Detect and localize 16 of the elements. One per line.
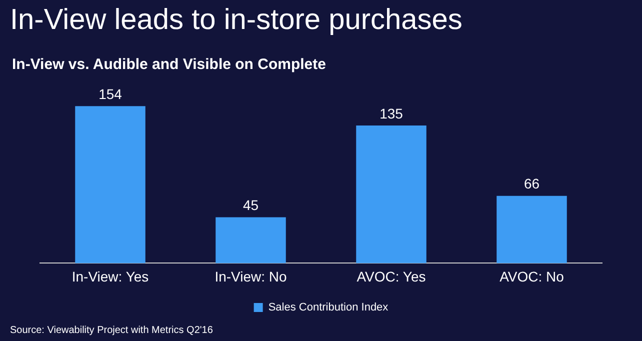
source-note: Source: Viewability Project with Metrics Q2'16 bbox=[10, 325, 213, 336]
legend-label: Sales Contribution Index bbox=[268, 302, 389, 314]
chart-title: In-View leads to in-store purchases bbox=[10, 4, 462, 37]
data-label: 154 bbox=[98, 86, 122, 102]
x-tick-label: In-View: Yes bbox=[72, 268, 149, 284]
bar bbox=[75, 106, 146, 264]
bar bbox=[356, 126, 426, 264]
x-tick-label: AVOC: No bbox=[500, 268, 564, 284]
data-label: 66 bbox=[524, 176, 540, 192]
bar bbox=[216, 217, 286, 264]
data-label: 135 bbox=[380, 105, 404, 122]
data-label: 45 bbox=[242, 197, 259, 214]
x-tick-label: In-View: No bbox=[214, 268, 288, 284]
chart-subtitle: In-View vs. Audible and Visible on Complete bbox=[12, 56, 326, 73]
x-tick-label: AVOC: Yes bbox=[356, 268, 426, 284]
bar bbox=[496, 196, 567, 264]
